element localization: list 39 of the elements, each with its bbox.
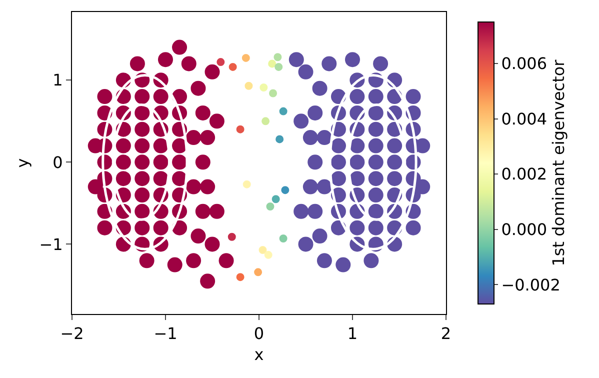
point (236, 273, 244, 282)
point (228, 62, 237, 71)
point (258, 246, 267, 254)
x-tick-label: −2 (60, 324, 84, 344)
point (262, 117, 270, 126)
color-bar-label: 0.002 (501, 164, 548, 184)
y-tick-label: −1 (39, 234, 63, 254)
color-bar-label: 0.000 (501, 220, 548, 239)
point (260, 84, 268, 92)
x-tick-label: 1 (347, 324, 358, 344)
color-bar-label: 0.004 (501, 109, 548, 128)
x-axis-title: x (254, 344, 264, 364)
point (244, 82, 253, 90)
color-bar-title: 1st dominant eigenvector (549, 59, 568, 266)
point (254, 268, 262, 276)
y-tick-label: 0 (52, 152, 63, 172)
point (274, 62, 283, 71)
point (279, 107, 288, 116)
point (268, 60, 276, 68)
point (274, 53, 282, 62)
point (269, 89, 278, 98)
y-axis-title: y (13, 158, 32, 168)
point (266, 202, 274, 210)
point (242, 54, 250, 62)
point (281, 186, 290, 194)
point (242, 180, 251, 188)
point (279, 234, 288, 242)
point (228, 232, 236, 241)
color-bar-label: −0.002 (501, 275, 560, 294)
color-bar-label: 0.006 (501, 54, 548, 74)
y-tick-label: 1 (52, 70, 63, 90)
point (276, 135, 284, 144)
point (236, 125, 244, 134)
point (216, 58, 225, 66)
point (264, 250, 272, 259)
point (272, 195, 280, 204)
x-tick-label: 0 (254, 324, 264, 344)
x-tick-label: −1 (154, 324, 178, 344)
x-tick-label: 2 (440, 324, 452, 344)
